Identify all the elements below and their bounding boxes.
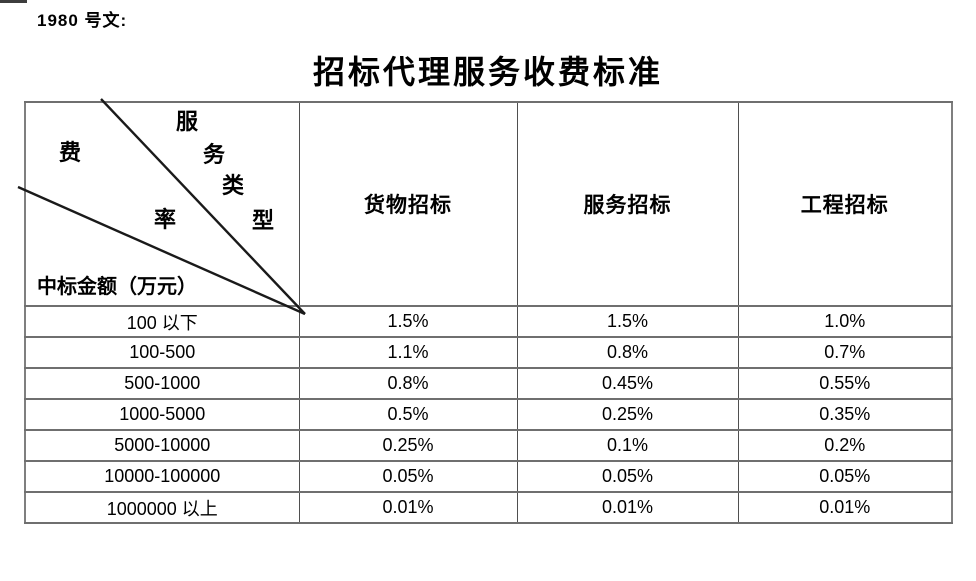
rate-cell: 0.2%	[737, 429, 953, 462]
amount-range-cell: 1000000 以上	[24, 491, 300, 524]
rate-cell: 1.5%	[298, 305, 518, 338]
corner-header-cell: 服 务 类 型 费 率 中标金额（万元）	[17, 98, 306, 316]
table-row: 10000-100000 0.05% 0.05% 0.05%	[24, 460, 953, 493]
rate-cell: 0.05%	[516, 460, 739, 493]
amount-range-cell: 100-500	[24, 336, 300, 369]
rate-cell: 0.25%	[516, 398, 739, 431]
rate-cell: 0.1%	[516, 429, 739, 462]
rate-cell: 0.45%	[516, 367, 739, 400]
amount-range-cell: 100 以下	[24, 305, 300, 338]
table-header-row: 服 务 类 型 费 率 中标金额（万元） 货物招标 服务招标 工程招标	[17, 98, 953, 316]
column-header-engineering: 工程招标	[737, 101, 953, 307]
rate-cell: 0.05%	[298, 460, 518, 493]
fee-standard-table: 服 务 类 型 费 率 中标金额（万元） 货物招标 服务招标 工程招标 100 …	[17, 98, 953, 524]
rate-cell: 1.5%	[516, 305, 739, 338]
table-row: 1000-5000 0.5% 0.25% 0.35%	[24, 398, 953, 431]
table-row: 500-1000 0.8% 0.45% 0.55%	[24, 367, 953, 400]
rate-cell: 1.0%	[737, 305, 953, 338]
rate-cell: 1.1%	[298, 336, 518, 369]
rate-cell: 0.5%	[298, 398, 518, 431]
page-title: 招标代理服务收费标准	[312, 54, 663, 90]
column-header-goods: 货物招标	[298, 101, 518, 307]
amount-range-cell: 10000-100000	[24, 460, 300, 493]
rate-cell: 0.55%	[737, 367, 953, 400]
rate-cell: 0.35%	[737, 398, 953, 431]
amount-range-cell: 500-1000	[24, 367, 300, 400]
rate-cell: 0.05%	[737, 460, 953, 493]
table-row: 100-500 1.1% 0.8% 0.7%	[24, 336, 953, 369]
service-type-char-1: 服	[176, 109, 199, 134]
rate-cell: 0.25%	[298, 429, 518, 462]
service-type-char-2: 务	[203, 142, 226, 167]
service-type-char-4: 型	[252, 208, 275, 233]
rate-cell: 0.01%	[516, 491, 739, 524]
rate-cell: 0.8%	[298, 367, 518, 400]
doc-reference: 1980 号文:	[37, 11, 128, 30]
service-type-char-3: 类	[222, 173, 245, 198]
amount-axis-label: 中标金额（万元）	[37, 276, 197, 298]
table-row: 5000-10000 0.25% 0.1% 0.2%	[24, 429, 953, 462]
fee-rate-char-2: 率	[154, 207, 177, 232]
scan-artifact	[0, 0, 27, 3]
table-row: 100 以下 1.5% 1.5% 1.0%	[24, 305, 953, 338]
fee-rate-char-1: 费	[59, 140, 82, 165]
rate-cell: 0.8%	[516, 336, 739, 369]
table-row: 1000000 以上 0.01% 0.01% 0.01%	[24, 491, 953, 524]
diagonal-lines	[17, 98, 306, 316]
amount-range-cell: 1000-5000	[24, 398, 300, 431]
rate-cell: 0.01%	[737, 491, 953, 524]
rate-cell: 0.7%	[737, 336, 953, 369]
column-header-service: 服务招标	[516, 101, 739, 307]
amount-range-cell: 5000-10000	[24, 429, 300, 462]
rate-cell: 0.01%	[298, 491, 518, 524]
